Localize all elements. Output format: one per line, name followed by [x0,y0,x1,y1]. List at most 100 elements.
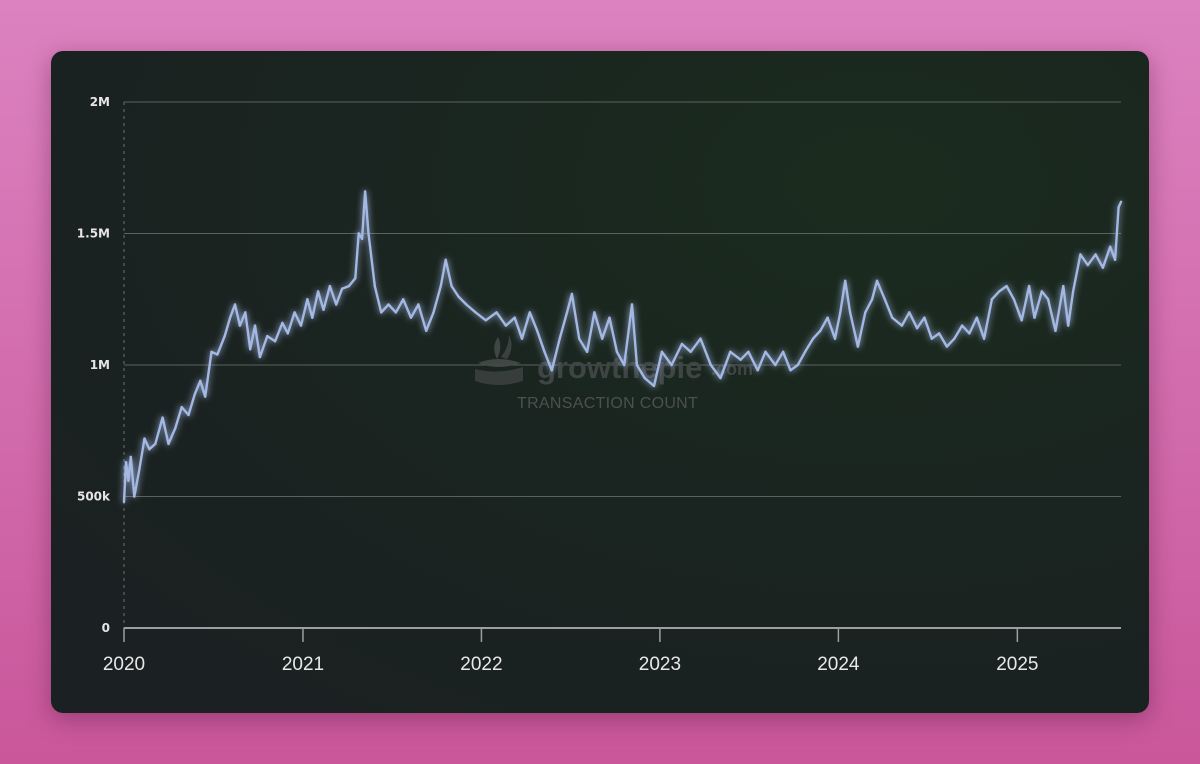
data-point [930,337,933,340]
data-point [689,350,692,353]
data-point [844,279,847,282]
data-point [286,332,289,335]
data-point [340,287,344,290]
data-point [1079,253,1082,256]
data-point [990,298,994,301]
x-tick-label: 2023 [639,654,681,675]
y-tick-label: 1.5M [77,227,110,241]
data-point [915,327,919,330]
data-point [387,303,390,306]
transaction-count-chart: growthepie .com TRANSACTION COUNT 2020 20… [77,95,1123,675]
data-point [848,311,852,314]
data-point [1020,319,1023,322]
data-point [747,350,750,353]
data-point [174,426,177,430]
data-point [193,392,197,396]
data-point [347,284,351,288]
data-point [409,316,413,319]
data-point [363,190,367,193]
watermark-brand-suffix: .com [711,359,753,379]
data-point [550,369,553,372]
data-point [258,355,262,359]
data-point [199,379,202,382]
data-point [565,311,569,314]
data-point [543,350,546,353]
data-point [1071,290,1075,293]
data-point [223,334,226,338]
data-point [322,308,325,311]
data-point [982,337,986,340]
data-point [630,303,634,306]
data-point [122,500,126,503]
series-layer [122,190,1123,503]
data-point [803,350,807,353]
y-tick-label: 1M [90,358,110,372]
data-point [1067,324,1070,327]
data-point [1054,329,1057,332]
x-axis: 2020 2021 2022 2023 2024 2025 [103,627,1121,675]
y-axis: 0 500k 1M 1.5M 2M [77,95,111,635]
data-point [826,316,829,319]
data-point [739,358,742,361]
data-point [328,284,332,288]
data-point [210,350,213,353]
data-point [504,324,508,327]
data-point [380,311,383,314]
data-point [444,258,447,261]
data-point [394,311,398,314]
data-point [975,316,978,319]
data-point [253,324,257,327]
data-point [161,416,164,419]
data-point [1046,298,1050,301]
data-point [432,311,435,314]
data-point [167,442,170,446]
data-point [495,311,498,314]
data-point [367,232,370,235]
data-point [891,316,894,319]
data-point [293,311,296,314]
data-point [143,437,146,440]
data-point [127,479,130,482]
data-point [357,232,360,235]
x-tick-label: 2020 [103,654,145,675]
data-point [474,311,477,314]
data-point [923,316,926,319]
data-point [635,363,639,367]
data-point [839,311,842,314]
data-point [998,290,1001,293]
data-point [133,495,136,498]
data-point [1109,245,1112,248]
data-point [373,284,376,288]
data-point [623,363,626,367]
data-point [870,298,874,301]
data-point [311,316,314,319]
data-point [124,461,128,464]
data-point [354,277,357,280]
data-point [680,342,684,346]
data-point [856,345,860,348]
data-point [528,311,531,314]
watermark-subtitle: TRANSACTION COUNT [517,395,698,412]
data-point [1119,200,1123,204]
data-point [1086,263,1090,267]
data-point [1005,284,1008,288]
data-point [601,337,604,340]
data-point [1033,316,1036,319]
data-point [1094,253,1097,256]
data-point [615,350,619,353]
data-point [781,350,785,353]
data-point [187,413,190,417]
data-point [811,337,815,340]
data-point [699,337,702,340]
data-point [1113,258,1117,261]
x-tick-label: 2021 [282,654,324,675]
data-point [299,324,303,327]
data-point [439,284,442,288]
y-tick-label: 500k [77,490,111,504]
data-point [578,337,581,340]
data-point [536,329,539,332]
data-point [417,303,420,306]
data-point [138,469,141,472]
data-point [402,298,405,301]
watermark: growthepie .com TRANSACTION COUNT [475,335,753,412]
